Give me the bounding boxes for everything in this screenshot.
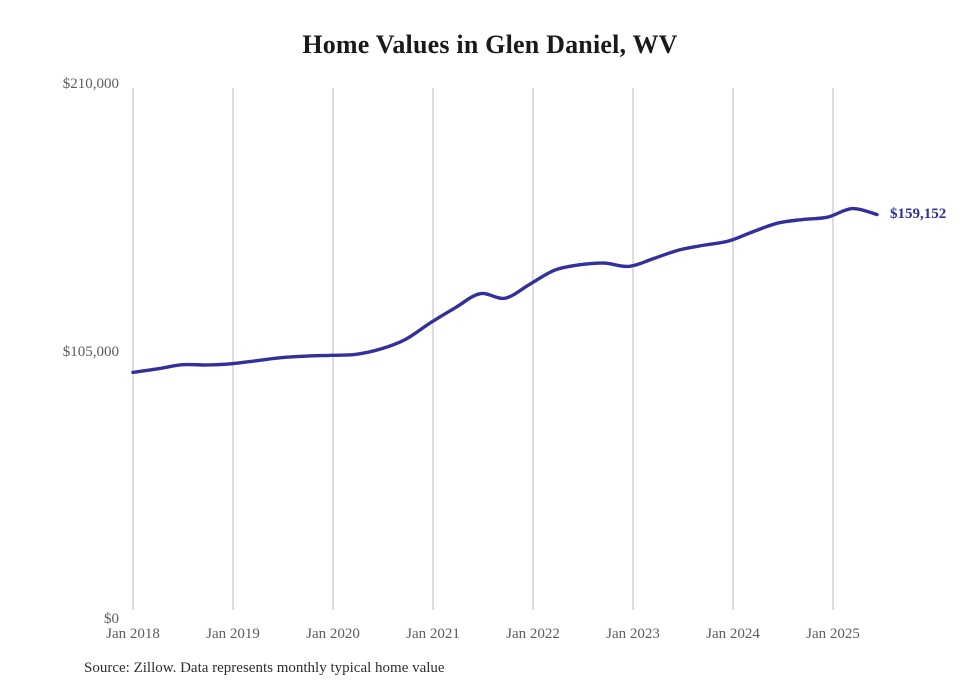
end-value-annotation: $159,152 [890, 205, 947, 222]
x-axis-tick-label: Jan 2018 [106, 626, 160, 642]
x-axis-tick-label: Jan 2021 [406, 626, 460, 642]
y-axis-tick-label: $105,000 [62, 343, 119, 360]
x-axis-tick-label: Jan 2024 [706, 626, 760, 642]
x-axis-tick-label: Jan 2022 [506, 626, 560, 642]
gridlines-group [132, 88, 834, 610]
x-axis-tick-label: Jan 2019 [206, 626, 260, 642]
x-axis-tick-label: Jan 2023 [606, 626, 660, 642]
source-note: Source: Zillow. Data represents monthly … [84, 660, 445, 676]
x-axis-tick-label: Jan 2020 [306, 626, 360, 642]
data-line-group [131, 206, 879, 375]
y-axis-tick-label: $0 [104, 611, 119, 627]
y-axis-tick-label: $210,000 [62, 76, 119, 92]
x-axis-tick-label: Jan 2025 [806, 626, 860, 642]
chart-title: Home Values in Glen Daniel, WV [302, 30, 678, 59]
data-line [131, 206, 879, 375]
